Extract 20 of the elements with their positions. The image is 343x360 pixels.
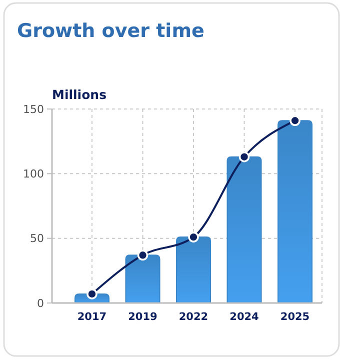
y-tick-label: 50 [30, 232, 44, 246]
x-tick-label: 2017 [77, 311, 107, 323]
bar [278, 120, 313, 304]
y-tick-label: 150 [23, 102, 44, 116]
point [290, 115, 300, 126]
y-axis-title: Millions [52, 87, 107, 102]
bar [125, 254, 160, 304]
bar [226, 156, 262, 304]
y-tick-label: 0 [37, 296, 44, 310]
x-tick-label: 2025 [280, 311, 310, 323]
y-tick-label: 100 [23, 168, 44, 181]
chart-title: Growth over time [17, 20, 204, 42]
point [137, 250, 148, 261]
x-tick-label: 2024 [230, 311, 259, 323]
point [86, 288, 98, 300]
point [238, 151, 250, 162]
x-tick-label: 2019 [128, 311, 158, 323]
bar [176, 236, 212, 304]
point [188, 232, 199, 242]
x-tick-label: 2022 [178, 311, 208, 323]
